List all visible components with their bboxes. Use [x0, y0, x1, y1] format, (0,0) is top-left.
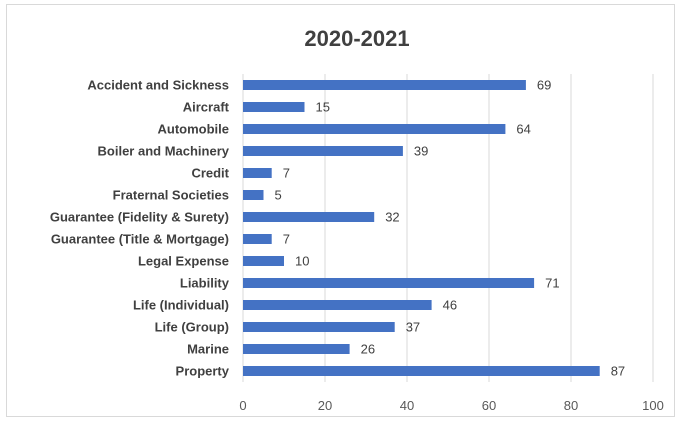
bars	[243, 80, 600, 376]
data-label: 7	[283, 166, 290, 181]
bar	[243, 234, 272, 244]
chart-title: 2020-2021	[304, 26, 409, 51]
category-label: Automobile	[158, 122, 230, 137]
category-label: Marine	[187, 342, 229, 357]
data-label: 5	[275, 188, 282, 203]
data-label: 39	[414, 144, 428, 159]
category-labels: Accident and Sickness Aircraft Automobile B…	[50, 78, 230, 379]
category-label: Life (Group)	[155, 320, 229, 335]
category-label: Life (Individual)	[133, 298, 229, 313]
data-label: 7	[283, 232, 290, 247]
data-label: 32	[385, 210, 399, 225]
bar	[243, 212, 375, 222]
category-label: Property	[176, 364, 230, 379]
bar	[243, 322, 395, 332]
category-label: Legal Expense	[138, 254, 229, 269]
grid-lines	[242, 74, 654, 382]
data-label: 69	[537, 78, 551, 93]
x-tick-label: 40	[400, 398, 414, 413]
x-tick-label: 100	[642, 398, 664, 413]
category-label: Aircraft	[183, 100, 230, 115]
category-label: Liability	[180, 276, 230, 291]
data-label: 26	[361, 342, 375, 357]
bar	[243, 190, 264, 200]
bar	[243, 366, 600, 376]
data-label: 10	[295, 254, 309, 269]
category-label: Fraternal Societies	[113, 188, 229, 203]
bar	[243, 146, 403, 156]
bar	[243, 102, 305, 112]
data-label: 37	[406, 320, 420, 335]
category-label: Accident and Sickness	[87, 78, 229, 93]
data-label: 87	[611, 364, 625, 379]
data-label: 71	[545, 276, 559, 291]
bar	[243, 278, 535, 288]
category-label: Guarantee (Fidelity & Surety)	[50, 210, 229, 225]
x-tick-label: 80	[564, 398, 578, 413]
bar	[243, 344, 350, 354]
category-label: Credit	[191, 166, 229, 181]
x-axis-tick-labels: 0 20 40 60 80 100	[239, 398, 663, 413]
category-label: Guarantee (Title & Mortgage)	[51, 232, 229, 247]
bar	[243, 124, 506, 134]
x-tick-label: 60	[482, 398, 496, 413]
bar	[243, 168, 272, 178]
bar	[243, 80, 526, 90]
bar	[243, 300, 432, 310]
x-tick-label: 0	[239, 398, 246, 413]
bar	[243, 256, 284, 266]
data-label: 64	[516, 122, 530, 137]
data-label: 15	[316, 100, 330, 115]
data-label: 46	[443, 298, 457, 313]
x-tick-label: 20	[318, 398, 332, 413]
category-label: Boiler and Machinery	[98, 144, 230, 159]
